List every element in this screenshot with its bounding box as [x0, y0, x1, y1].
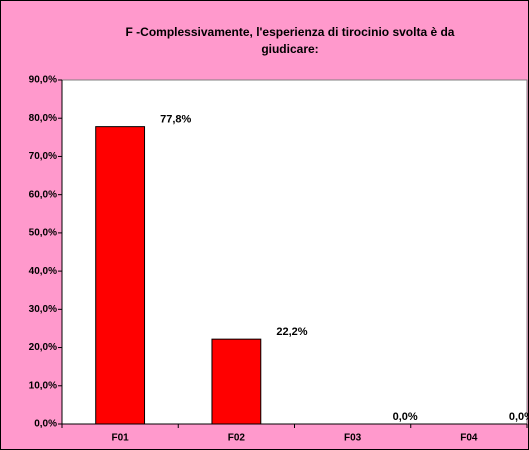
x-tick-label: F02 — [228, 433, 246, 444]
y-tick-label: 80,0% — [29, 113, 57, 124]
bar — [211, 338, 262, 425]
y-tick-label: 70,0% — [29, 151, 57, 162]
y-tick-label: 50,0% — [29, 228, 57, 239]
chart-title: F -Complessivamente, l'esperienza di tir… — [126, 25, 455, 39]
chart-title: giudicare: — [261, 42, 318, 56]
value-label: 0,0% — [509, 411, 529, 423]
value-label: 22,2% — [276, 326, 307, 338]
y-tick-label: 60,0% — [29, 189, 57, 200]
x-tick-label: F01 — [112, 433, 130, 444]
y-tick-label: 10,0% — [29, 380, 57, 391]
x-tick-label: F04 — [460, 433, 478, 444]
y-tick-label: 0,0% — [34, 419, 57, 430]
bar — [95, 126, 146, 425]
value-label: 77,8% — [160, 114, 191, 126]
y-tick-label: 40,0% — [29, 266, 57, 277]
y-tick-label: 20,0% — [29, 342, 57, 353]
x-tick-label: F03 — [344, 433, 362, 444]
value-label: 0,0% — [393, 411, 418, 423]
y-tick-label: 90,0% — [29, 75, 57, 86]
y-tick-label: 30,0% — [29, 304, 57, 315]
